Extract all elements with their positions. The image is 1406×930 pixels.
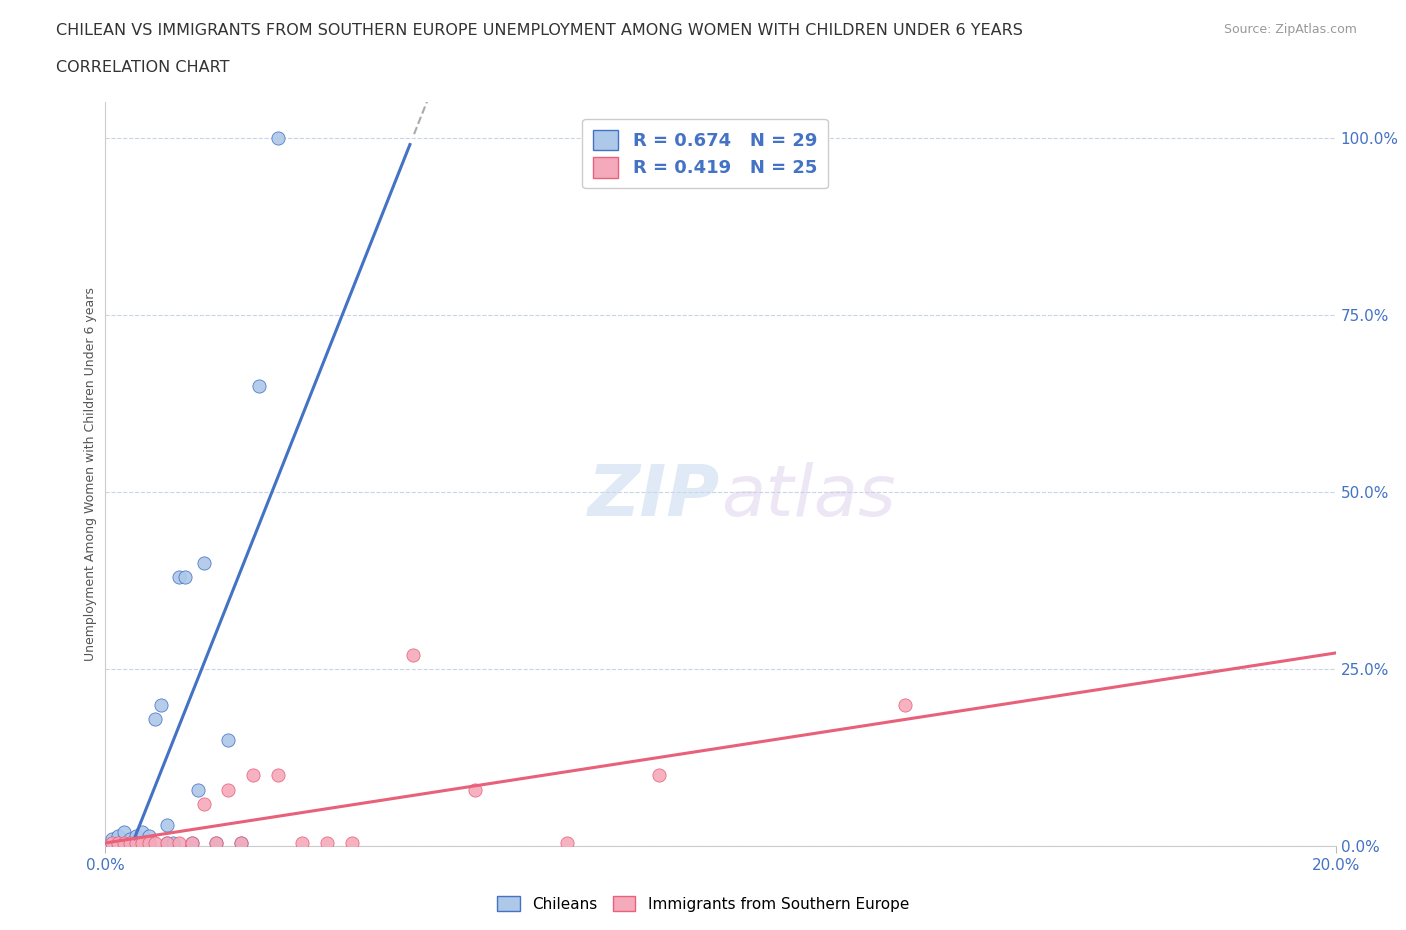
Legend: R = 0.674   N = 29, R = 0.419   N = 25: R = 0.674 N = 29, R = 0.419 N = 25 [582,119,828,189]
Point [555,835,578,850]
Point [156,817,179,832]
Text: CHILEAN VS IMMIGRANTS FROM SOUTHERN EUROPE UNEMPLOYMENT AMONG WOMEN WITH CHILDRE: CHILEAN VS IMMIGRANTS FROM SOUTHERN EURO… [56,23,1024,38]
Point [205,835,228,850]
Point [464,782,486,797]
Point [402,647,425,662]
Point [107,835,129,850]
Point [193,796,215,811]
Point [120,835,141,850]
Point [174,569,197,584]
Point [131,835,153,850]
Point [229,835,252,850]
Point [100,831,122,846]
Text: Source: ZipAtlas.com: Source: ZipAtlas.com [1223,23,1357,36]
Point [138,835,160,850]
Point [247,379,270,393]
Point [156,835,179,850]
Point [120,831,141,846]
Point [112,835,135,850]
Point [107,829,129,844]
Point [100,835,122,850]
Point [131,835,153,850]
Point [169,835,191,850]
Point [218,782,240,797]
Point [120,835,141,850]
Text: ZIP: ZIP [588,462,721,531]
Point [187,782,209,797]
Point [162,835,184,850]
Point [291,835,314,850]
Point [267,130,290,145]
Point [125,835,148,850]
Point [125,835,148,850]
Point [267,768,290,783]
Point [143,711,166,726]
Point [180,835,202,850]
Point [894,698,917,712]
Point [138,829,160,844]
Point [138,835,160,850]
Point [112,835,135,850]
Point [180,835,202,850]
Point [143,835,166,850]
Text: atlas: atlas [721,462,896,531]
Point [193,555,215,570]
Y-axis label: Unemployment Among Women with Children Under 6 years: Unemployment Among Women with Children U… [84,287,97,661]
Point [107,835,129,850]
Point [229,835,252,850]
Point [218,733,240,748]
Point [125,829,148,844]
Point [648,768,671,783]
Point [156,835,179,850]
Point [169,569,191,584]
Point [112,825,135,840]
Point [242,768,264,783]
Legend: Chileans, Immigrants from Southern Europe: Chileans, Immigrants from Southern Europ… [491,889,915,918]
Point [149,698,172,712]
Text: CORRELATION CHART: CORRELATION CHART [56,60,229,75]
Point [315,835,337,850]
Point [205,835,228,850]
Point [100,835,122,850]
Point [340,835,363,850]
Point [131,825,153,840]
